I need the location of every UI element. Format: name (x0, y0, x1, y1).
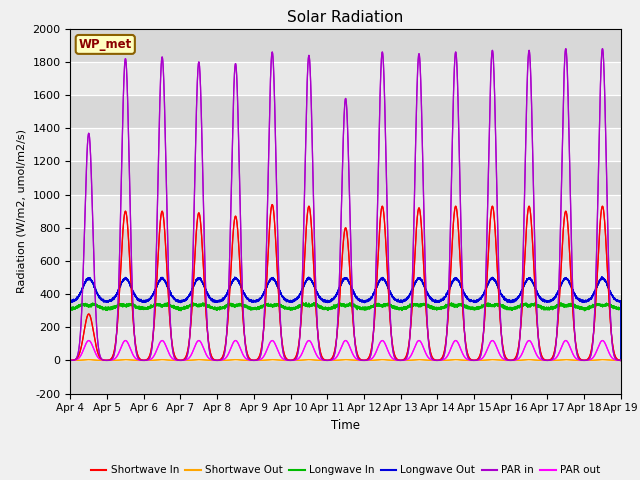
PAR in (327, 357, 335, 363)
Longwave Out (484, 281, 492, 287)
Longwave In (327, 305, 335, 311)
Bar (70, 228, 621, 261)
Shortwave In (268, 202, 276, 207)
Longwave In (67, 305, 74, 311)
PAR in (594, 204, 602, 210)
Shortwave In (469, 357, 477, 363)
Longwave In (587, 303, 595, 309)
Longwave Out (327, 297, 335, 303)
Bar (70, 95, 621, 128)
Shortwave Out (327, 358, 335, 363)
Longwave Out (469, 298, 477, 303)
Shortwave Out (594, 357, 602, 363)
PAR out (617, 358, 625, 363)
Longwave In (310, 300, 317, 306)
Shortwave In (67, 358, 74, 363)
Line: PAR in: PAR in (70, 48, 621, 360)
PAR in (587, 353, 595, 359)
Longwave In (484, 303, 492, 309)
Legend: Shortwave In, Shortwave Out, Longwave In, Longwave Out, PAR in, PAR out: Shortwave In, Shortwave Out, Longwave In… (86, 461, 605, 480)
Bar (70, 327, 621, 360)
PAR out (327, 358, 335, 363)
PAR in (598, 46, 606, 51)
Bar (70, 62, 621, 95)
PAR in (469, 358, 477, 363)
Bar (70, 294, 621, 327)
Longwave Out (617, 358, 625, 363)
PAR out (253, 358, 261, 363)
PAR out (484, 344, 492, 349)
Bar (70, 29, 621, 62)
Line: PAR out: PAR out (70, 340, 621, 360)
Title: Solar Radiation: Solar Radiation (287, 10, 404, 25)
Shortwave In (484, 251, 492, 256)
Shortwave In (253, 356, 261, 362)
X-axis label: Time: Time (331, 419, 360, 432)
Longwave In (617, 358, 625, 363)
Shortwave In (587, 349, 595, 355)
Shortwave In (617, 358, 625, 363)
Bar (70, 360, 621, 394)
Shortwave Out (253, 358, 261, 363)
PAR in (617, 358, 625, 363)
Bar (70, 261, 621, 294)
Shortwave Out (67, 358, 74, 363)
Longwave Out (67, 299, 74, 305)
PAR in (253, 357, 261, 363)
Line: Shortwave In: Shortwave In (70, 204, 621, 360)
Shortwave Out (587, 358, 595, 363)
PAR out (587, 357, 595, 362)
Shortwave In (327, 356, 335, 362)
Bar (70, 128, 621, 161)
Longwave Out (253, 298, 261, 304)
Y-axis label: Radiation (W/m2, umol/m2/s): Radiation (W/m2, umol/m2/s) (17, 129, 27, 293)
PAR out (469, 358, 477, 363)
Longwave Out (587, 296, 595, 301)
Shortwave Out (469, 358, 477, 363)
Shortwave Out (617, 358, 625, 363)
Shortwave Out (85, 357, 93, 362)
PAR in (484, 175, 492, 180)
Shortwave Out (484, 357, 492, 363)
Longwave In (469, 306, 477, 312)
Bar (70, 194, 621, 228)
Line: Longwave Out: Longwave Out (70, 277, 621, 360)
Bar (70, 161, 621, 194)
Longwave Out (594, 282, 602, 288)
Line: Longwave In: Longwave In (70, 303, 621, 360)
PAR out (67, 358, 74, 363)
Shortwave In (594, 264, 602, 269)
PAR out (594, 346, 602, 351)
Longwave In (253, 305, 261, 311)
Longwave In (594, 301, 602, 307)
Text: WP_met: WP_met (79, 38, 132, 51)
PAR in (67, 358, 74, 363)
PAR out (85, 337, 93, 343)
Longwave Out (598, 274, 606, 280)
